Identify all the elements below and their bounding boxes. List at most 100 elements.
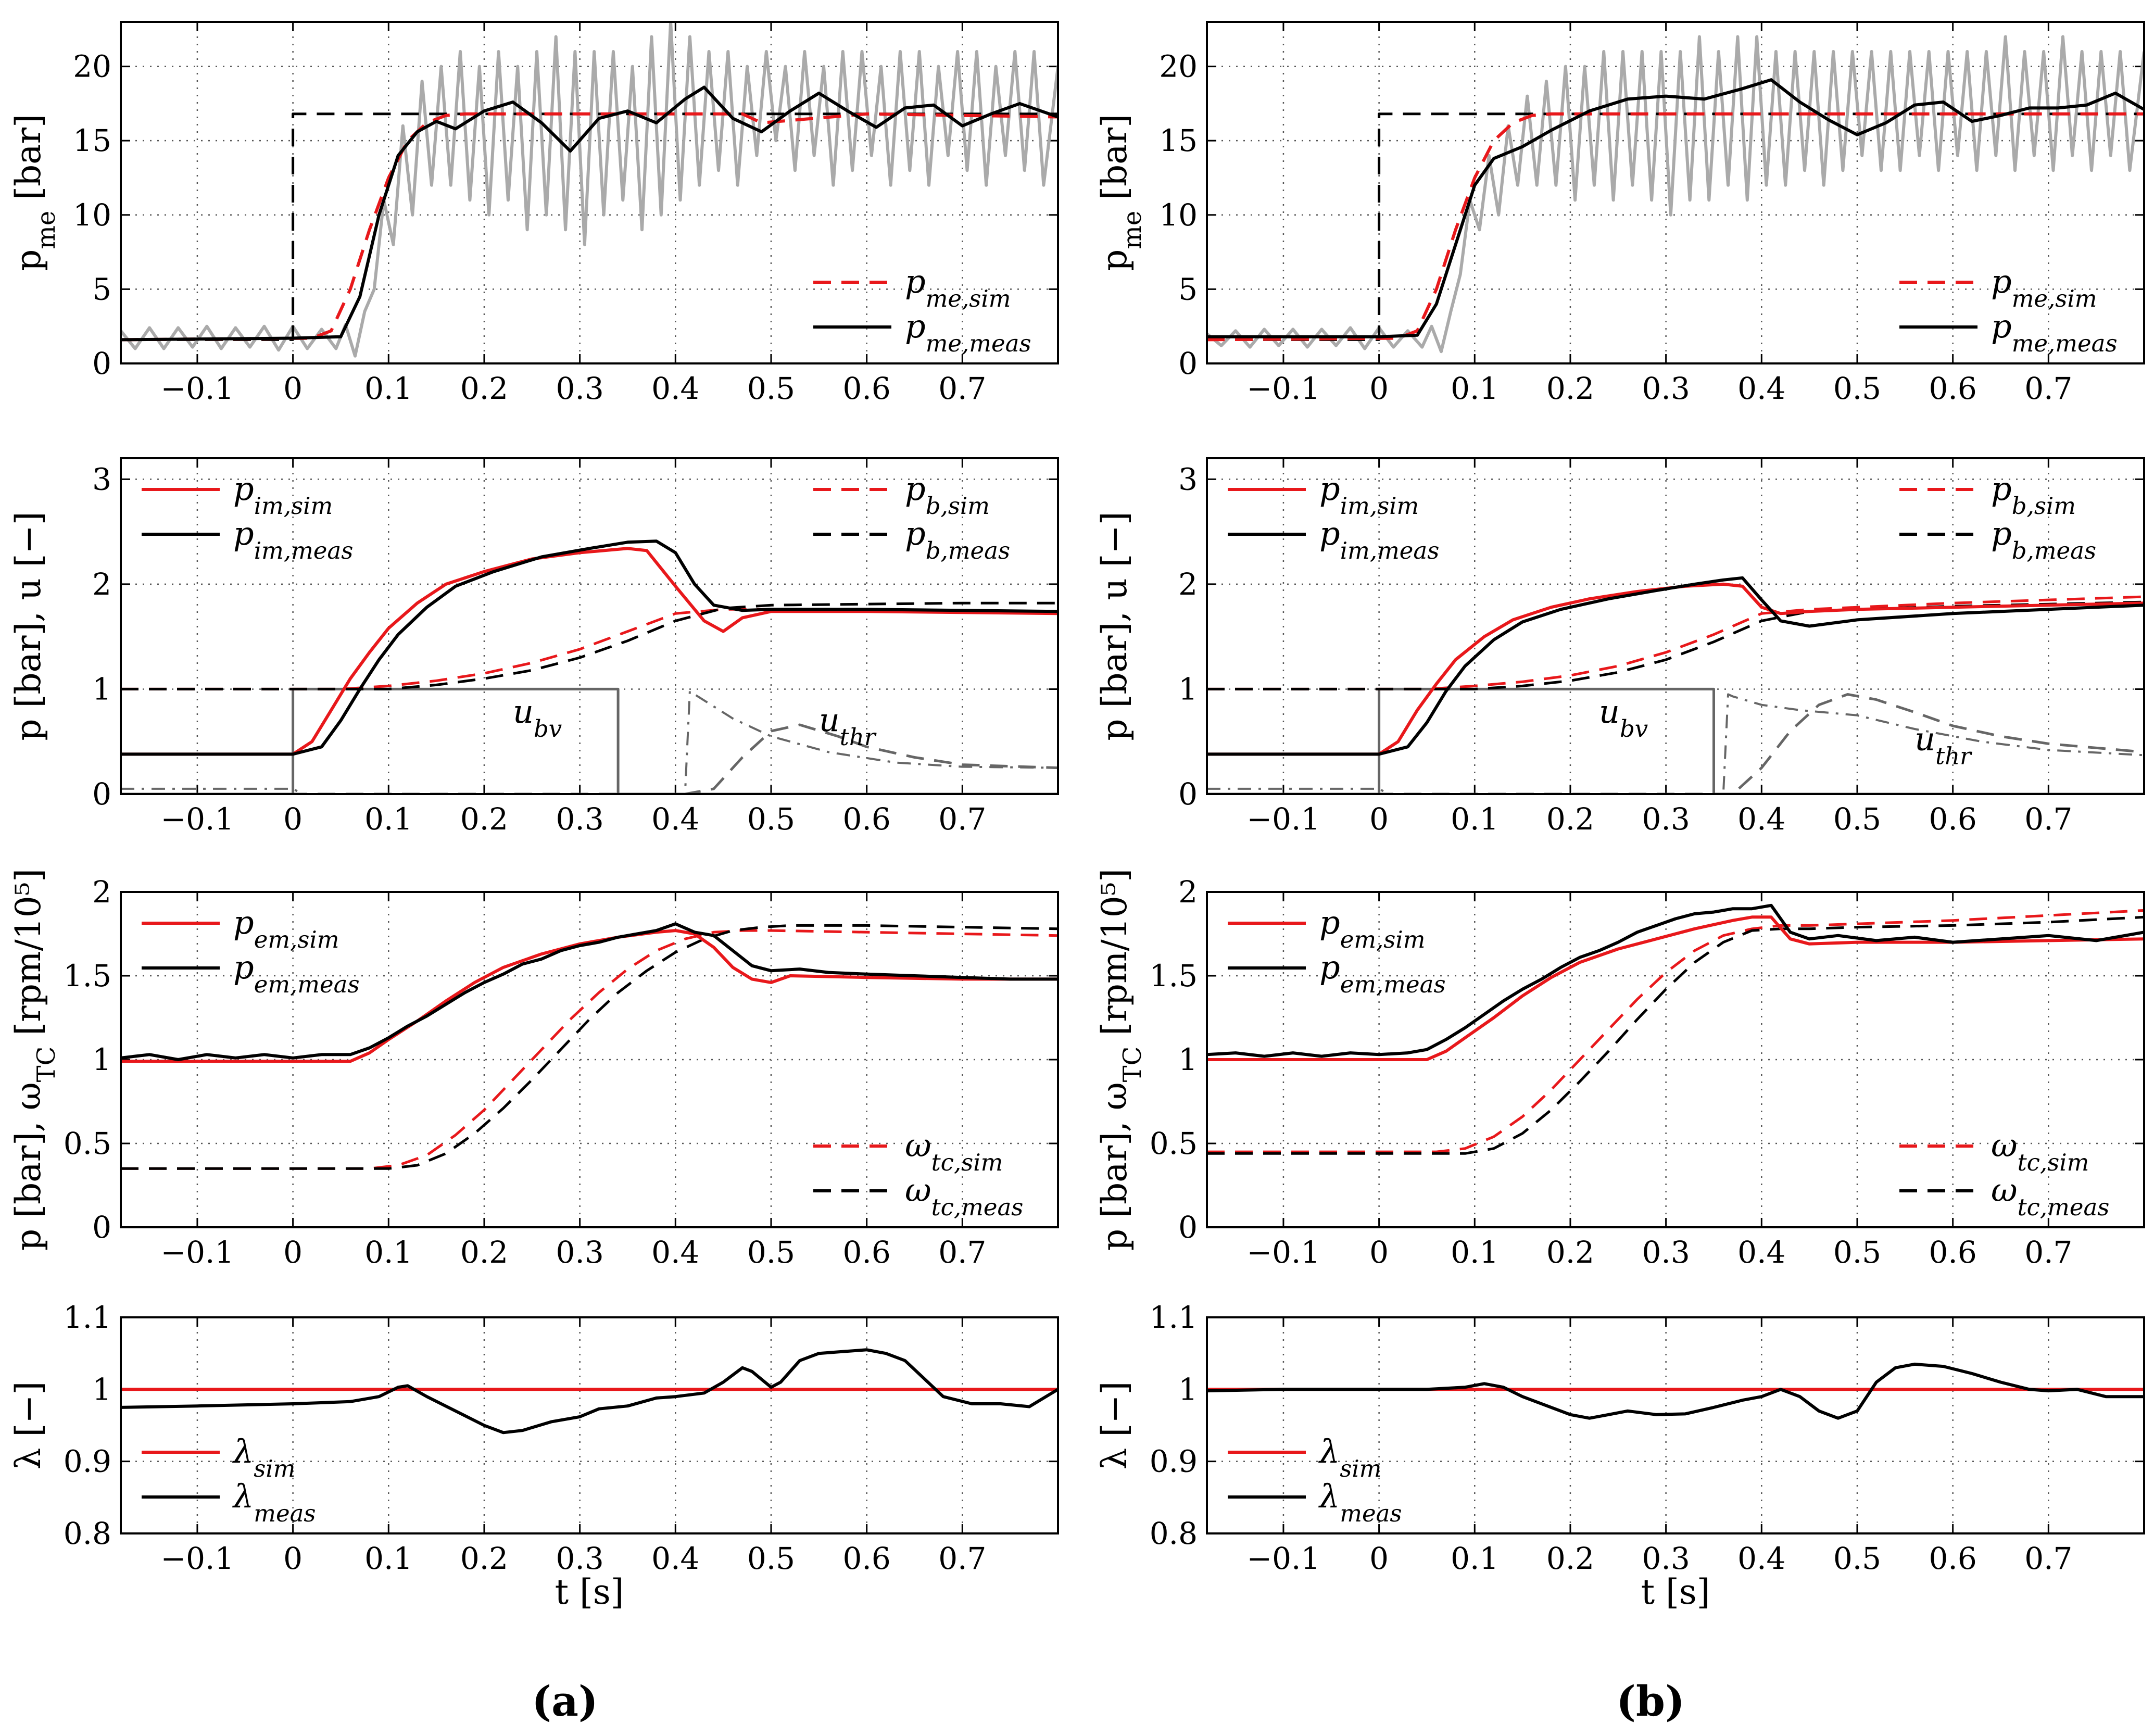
y-tick-label: 2 [1178,567,1198,602]
series-line-p-b-sim [121,608,1058,690]
series-line--tc-sim [121,929,1058,1170]
plot-frame [120,21,1059,364]
x-tick-label: 0.2 [460,1541,508,1576]
x-tick-label: 0.3 [556,371,604,406]
x-tick-label: 0.7 [2024,1235,2072,1270]
legend-entry: pme,meas [1991,307,2118,357]
annotation-label: uthr [1914,720,1972,770]
series-group [1207,35,2144,354]
plot-frame [1206,21,2145,364]
series-group [1207,576,2144,794]
x-tick-label: 0.2 [460,801,508,837]
x-tick-label: 0.4 [651,801,699,837]
series-line-u-thr-ref [1207,693,2144,794]
x-tick-label: −0.1 [1247,1541,1320,1576]
x-tick-label: 0.5 [747,1235,795,1270]
x-tick-label: −0.1 [161,1235,234,1270]
series-line--tc-meas [121,924,1058,1170]
x-tick-label: 0.6 [1929,1235,1977,1270]
y-tick-label: 0 [1178,776,1198,812]
y-tick-label: 2 [1178,874,1198,910]
series-group [1207,903,2144,1155]
series-line-p-em-sim [1207,915,2144,1061]
x-tick-label: 0.5 [1833,1541,1881,1576]
x-tick-label: 0.6 [1929,1541,1977,1576]
x-tick-label: −0.1 [161,801,234,837]
y-axis-label: pme [bar] [8,114,61,271]
y-tick-label: 5 [1178,271,1198,307]
chart-7: −0.1 0 0.1 0.2 0.3 0.4 0.5 0.6 0.7 0.8 0.9 1 1.1 λ [−… [8,1300,1059,1612]
plot-frame [120,457,1059,795]
series-group [121,22,1058,358]
y-tick-label: 0.5 [64,1126,111,1161]
x-tick-label: 0 [1369,1235,1389,1270]
chart-2: −0.1 0 0.1 0.2 0.3 0.4 0.5 0.6 0.7 0 5 10 15 20 pme [b… [1094,21,2145,406]
series-line-u-bv [1207,687,2144,794]
plot-frame [1206,891,2145,1228]
legend-entry: pim,meas [1319,514,1439,564]
x-tick-label: 0.3 [1642,371,1690,406]
series-line-p-em-meas [1207,903,2144,1058]
annotation-label: ubv [513,693,562,743]
x-tick-label: 0.5 [1833,801,1881,837]
legend-entry: ωtc,meas [905,1171,1023,1221]
plot-frame [1206,1316,2145,1534]
plot-frame [120,1316,1059,1534]
series-group [121,922,1058,1170]
annotation-label: uthr [819,701,877,751]
legend-entry: pb,meas [905,514,1010,564]
x-tick-label: −0.1 [1247,371,1320,406]
x-tick-label: 0.3 [1642,1541,1690,1576]
series-line-p-me-meas [121,85,1058,342]
legend-entry: pem,meas [1319,948,1446,998]
x-tick-label: 0.4 [1737,801,1785,837]
x-tick-label: −0.1 [1247,801,1320,837]
y-tick-label: 1.1 [64,1300,111,1335]
chart-5: −0.1 0 0.1 0.2 0.3 0.4 0.5 0.6 0.7 0 0.5 1 1.5 2 p [ba… [8,869,1059,1270]
x-tick-label: 0 [283,1541,303,1576]
legend-entry: pem,sim [1319,903,1425,953]
series-line-u-thr [121,723,1058,794]
x-tick-label: 0.3 [556,1235,604,1270]
y-tick-label: 3 [92,461,111,497]
y-tick-label: 10 [73,197,111,233]
chart-4: −0.1 0 0.1 0.2 0.3 0.4 0.5 0.6 0.7 0 1 2 3 p [bar], u… [1094,457,2145,837]
series-line-p-me-raw [1207,35,2144,354]
legend-entry: ωtc,sim [1991,1126,2089,1176]
series-line-p-me-sim [1207,112,2144,342]
y-tick-label: 1 [1178,1042,1198,1077]
legend-entry: λmeas [1318,1477,1402,1527]
series-line-u-bv [121,687,1058,794]
series-group [121,539,1058,794]
y-tick-label: 0 [92,1210,111,1245]
legend-entry: pme,sim [1991,262,2097,312]
y-tick-label: 3 [1178,461,1198,497]
x-tick-label: 0.1 [364,1541,412,1576]
y-axis-label: p [bar], ωTC [rpm/10⁵] [8,869,61,1251]
y-tick-label: 0 [92,776,111,812]
x-tick-label: 0.1 [1451,371,1498,406]
y-tick-label: 20 [1159,49,1198,84]
x-tick-label: 0.3 [1642,801,1690,837]
y-tick-label: 0.9 [64,1444,111,1479]
x-tick-label: 0.7 [2024,801,2072,837]
x-tick-label: −0.1 [161,1541,234,1576]
legend-entry: λsim [232,1432,295,1482]
series-line-p-em-meas [121,922,1058,1061]
x-tick-label: 0 [1369,371,1389,406]
series-line-p-me-raw [121,22,1058,358]
panel-label-b: (b) [1616,1677,1685,1726]
legend-entry: ωtc,sim [905,1126,1003,1176]
x-tick-label: 0.7 [938,1235,986,1270]
x-tick-label: 0.7 [2024,371,2072,406]
x-tick-label: 0.7 [938,1541,986,1576]
x-tick-label: 0.5 [1833,1235,1881,1270]
series-line-p-im-meas [121,539,1058,756]
x-tick-label: 0.1 [1451,1235,1498,1270]
legend-entry: pb,sim [1991,470,2076,520]
x-tick-label: 0.5 [747,1541,795,1576]
series-line-u-thr [1207,693,2144,794]
x-tick-label: 0.1 [364,801,412,837]
x-tick-label: 0 [1369,1541,1389,1576]
